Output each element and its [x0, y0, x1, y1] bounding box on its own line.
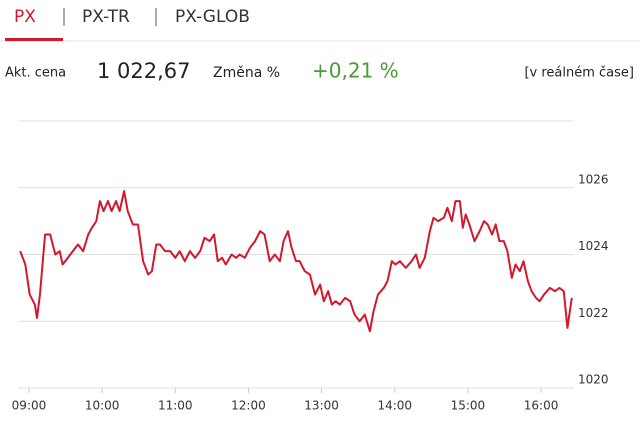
y-tick-label: 1022: [578, 306, 609, 320]
x-tick-label: 10:00: [85, 399, 120, 413]
price-line: [19, 190, 573, 333]
change: +0,21 %: [312, 59, 399, 83]
x-tick-label: 13:00: [304, 399, 339, 413]
price-label: Akt. cena: [5, 66, 66, 81]
change-label: Změna %: [213, 65, 280, 81]
x-tick-label: 11:00: [158, 399, 193, 413]
price: 1 022,67: [97, 59, 191, 83]
x-tick-label: 12:00: [231, 399, 266, 413]
tab[interactable]: PX-TR: [82, 7, 130, 27]
x-tick-label: 15:00: [451, 399, 486, 413]
y-tick-label: 1024: [578, 239, 609, 253]
y-tick-label: 1020: [578, 373, 609, 387]
x-tick-label: 16:00: [524, 399, 559, 413]
x-tick-label: 09:00: [12, 399, 47, 413]
tab[interactable]: PX: [14, 7, 36, 27]
x-tick-label: 14:00: [377, 399, 412, 413]
realtime-note: [v reálném čase]: [524, 66, 634, 81]
y-tick-label: 1026: [578, 172, 609, 186]
tab[interactable]: PX-GLOB: [175, 7, 250, 27]
active-tab-underline: [5, 38, 63, 41]
